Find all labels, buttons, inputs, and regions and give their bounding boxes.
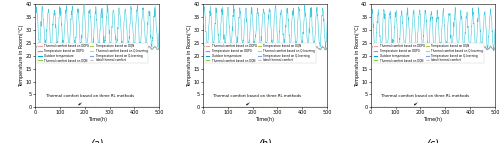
Y-axis label: Temperature in Room(°C): Temperature in Room(°C) — [355, 24, 360, 87]
Text: Thermal comfort based on three RL methods: Thermal comfort based on three RL method… — [214, 94, 302, 105]
Legend: Thermal comfort based on DDPG, Temperature based on DDPG, Outdoor temperature, T: Thermal comfort based on DDPG, Temperatu… — [206, 43, 316, 63]
X-axis label: Time(h): Time(h) — [256, 117, 274, 122]
Text: Thermal comfort based on three RL methods: Thermal comfort based on three RL method… — [382, 94, 470, 105]
X-axis label: Time(h): Time(h) — [424, 117, 442, 122]
Text: Thermal comfort based on three RL methods: Thermal comfort based on three RL method… — [46, 94, 134, 105]
Y-axis label: Temperature in Room(°C): Temperature in Room(°C) — [19, 24, 24, 87]
Text: (c): (c) — [426, 138, 440, 143]
Text: (b): (b) — [258, 138, 272, 143]
Text: (a): (a) — [90, 138, 104, 143]
X-axis label: Time(h): Time(h) — [88, 117, 106, 122]
Legend: Thermal comfort based on DDPG, Temperature based on DDPG, Outdoor temperature, T: Thermal comfort based on DDPG, Temperatu… — [373, 43, 484, 63]
Legend: Thermal comfort based on DDPG, Temperature based on DDPG, Outdoor temperature, T: Thermal comfort based on DDPG, Temperatu… — [38, 43, 148, 63]
Y-axis label: Temperature in Room(°C): Temperature in Room(°C) — [187, 24, 192, 87]
